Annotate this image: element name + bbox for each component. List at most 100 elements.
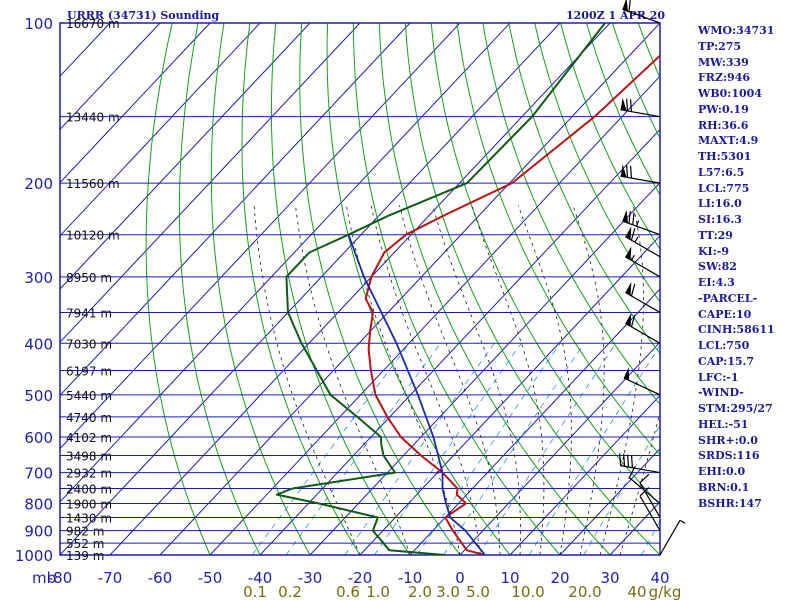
wind-barb-staff — [620, 465, 661, 474]
isotherm-line — [60, 23, 211, 184]
mixing-ratio-label: 0.2 — [278, 583, 302, 600]
wind-barb-half — [630, 254, 635, 261]
index-item: FRZ:946 — [698, 71, 751, 85]
wind-barb-full — [629, 99, 633, 112]
isotherm-line — [60, 23, 511, 503]
dewpoint-curve — [275, 23, 606, 555]
dry-adiabat — [560, 23, 660, 251]
temperature-tick-label: 30 — [600, 569, 619, 587]
dry-adiabat — [145, 23, 211, 555]
height-label: 1430 m — [66, 511, 112, 525]
mixing-ratio-line — [416, 343, 561, 555]
index-item: SW:82 — [698, 260, 737, 274]
mixing-ratio-label: 3.0 — [436, 583, 460, 600]
dry-adiabat — [353, 23, 561, 555]
dry-adiabat — [326, 23, 511, 555]
mixing-ratio-line — [374, 343, 522, 555]
wind-barb — [619, 453, 661, 474]
wind-barb-full — [630, 455, 634, 468]
pressure-tick-label: 700 — [24, 465, 53, 483]
height-label: 8950 m — [66, 271, 112, 285]
wind-barb — [659, 519, 686, 556]
wind-barb — [620, 97, 661, 118]
temperature-tick-label: -20 — [348, 569, 373, 587]
index-item: LCL:750 — [698, 339, 750, 352]
mixing-ratio-label: 20.0 — [568, 583, 601, 600]
wind-barb — [623, 367, 661, 396]
temperature-tick-label: 40 — [650, 569, 669, 587]
wind-barb-flag — [625, 246, 632, 260]
index-item: BRN:0.1 — [698, 480, 750, 494]
height-label: 4102 m — [66, 431, 112, 445]
height-label: 16670 m — [66, 17, 120, 31]
isotherm-line — [159, 23, 660, 555]
index-item: EHI:0.0 — [698, 465, 746, 478]
dry-adiabat — [534, 23, 660, 303]
pressure-tick-label: 900 — [24, 523, 53, 541]
index-item: CAPE:10 — [698, 307, 752, 321]
height-label: 982 m — [66, 525, 104, 539]
temperature-tick-label: -40 — [248, 569, 273, 587]
wind-barb-staff — [620, 175, 661, 184]
dry-adiabat — [611, 23, 660, 140]
wind-barb-full — [630, 314, 636, 327]
wind-barb-half — [635, 220, 640, 227]
wind-barb-full — [623, 453, 626, 467]
mixing-ratio-label: 0.1 — [243, 583, 267, 600]
wind-barb-full — [628, 0, 631, 12]
wind-barb-staff — [625, 291, 661, 313]
index-item: SRDS:116 — [698, 449, 760, 463]
index-item: LI:16.0 — [698, 197, 742, 211]
isotherm-line — [459, 341, 660, 555]
isotherm-line — [60, 23, 411, 397]
index-item: WMO:34731 — [698, 24, 775, 37]
wind-barb-staff — [659, 520, 681, 556]
dry-adiabat — [456, 23, 660, 456]
isotherm-line — [0, 23, 10, 555]
index-item: LFC:-1 — [698, 370, 739, 384]
moist-adiabat — [345, 205, 461, 555]
height-label: 5440 m — [66, 389, 112, 403]
station-title: URRR (34731) Sounding — [67, 9, 220, 22]
index-item: MW:339 — [698, 55, 749, 69]
wind-barb-half — [679, 519, 686, 524]
wind-barb-full — [632, 212, 635, 225]
pressure-tick-label: 100 — [24, 15, 53, 33]
mixing-ratio-label: 5.0 — [466, 583, 490, 600]
dry-adiabat — [378, 23, 611, 555]
temperature-tick-label: -30 — [298, 569, 323, 587]
temperature-tick-label: 10 — [500, 569, 519, 587]
wind-barb-flag — [620, 164, 627, 178]
wind-barb-full — [629, 165, 633, 179]
height-label: 3498 m — [66, 449, 112, 463]
wind-barb — [625, 226, 661, 258]
isotherm-line — [109, 23, 611, 555]
mixing-ratio-line — [443, 343, 585, 555]
moist-adiabat — [517, 205, 572, 555]
mixing-ratio-label: 2.0 — [408, 583, 432, 600]
dry-adiabat — [482, 23, 660, 406]
index-item: BSHR:147 — [698, 496, 762, 510]
wind-barb-full — [628, 466, 636, 478]
wind-barb-flag — [625, 312, 632, 327]
wind-barb-full — [639, 473, 650, 484]
temperature-tick-label: -50 — [198, 569, 223, 587]
wind-barb — [639, 473, 661, 518]
isotherm-line — [359, 235, 660, 555]
moist-adiabat — [599, 205, 644, 555]
height-label: 6197 m — [66, 365, 112, 379]
height-label: 10120 m — [66, 229, 120, 243]
isotherm-line — [509, 394, 660, 555]
wind-barb-staff — [639, 495, 661, 531]
mixing-ratio-line — [583, 424, 660, 555]
wind-barb-full — [619, 453, 622, 466]
mixing-ratio-label: 10.0 — [511, 583, 544, 600]
height-label: 11560 m — [66, 177, 120, 191]
index-item: TT:29 — [698, 228, 733, 242]
wind-barb — [639, 486, 661, 531]
wind-barb — [620, 164, 661, 184]
index-item: SHR+:0.0 — [698, 433, 758, 447]
moist-adiabat — [253, 205, 361, 555]
temperature-tick-label: 20 — [550, 569, 569, 587]
